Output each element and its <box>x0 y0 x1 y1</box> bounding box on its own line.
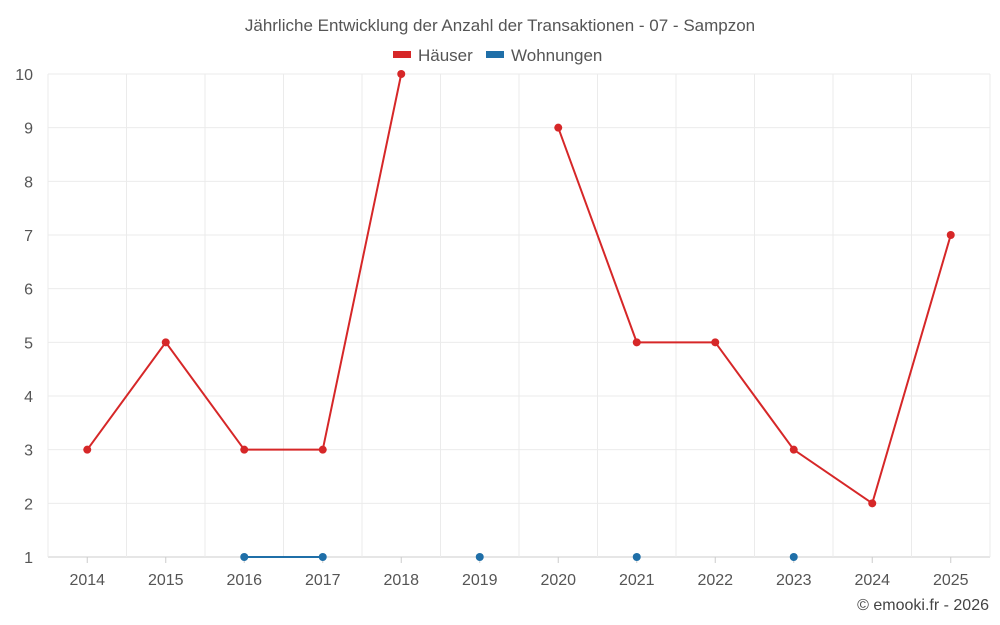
x-tick-label: 2024 <box>854 572 890 589</box>
y-tick-label: 4 <box>24 389 33 406</box>
y-tick-label: 10 <box>15 67 33 84</box>
data-point <box>240 445 249 454</box>
y-tick-label: 9 <box>24 121 33 138</box>
legend-label: Häuser <box>418 46 473 65</box>
data-point <box>318 445 327 454</box>
data-point <box>946 231 955 239</box>
x-tick-label: 2016 <box>226 572 262 589</box>
y-tick-label: 6 <box>24 282 33 299</box>
legend-swatch <box>393 51 411 58</box>
legend: Häuser Wohnungen <box>393 46 602 65</box>
y-tick-label: 2 <box>24 496 33 513</box>
legend-swatch <box>486 51 504 58</box>
data-point <box>711 338 720 347</box>
y-tick-label: 5 <box>24 335 33 352</box>
data-point <box>240 553 249 561</box>
data-point <box>397 70 406 78</box>
x-tick-label: 2019 <box>462 572 498 589</box>
x-tick-label: 2015 <box>148 572 184 589</box>
data-point <box>789 445 798 454</box>
x-tick-label: 2018 <box>383 572 419 589</box>
series-wohnungen <box>240 553 798 561</box>
data-point <box>318 553 327 561</box>
x-tick-label: 2014 <box>69 572 105 589</box>
data-point <box>868 499 877 508</box>
axes: 1 2 3 4 5 6 7 8 9 10 2014 2015 2016 2017 2018 2019 2020 2… <box>15 67 968 589</box>
x-tick-label: 2020 <box>540 572 576 589</box>
credit: © emooki.fr - 2026 <box>857 597 989 614</box>
data-point <box>632 338 641 347</box>
series-line <box>86 73 403 451</box>
data-point <box>789 553 798 561</box>
data-point <box>475 553 484 561</box>
x-tick-label: 2022 <box>697 572 733 589</box>
chart-title: Jährliche Entwicklung der Anzahl der Tra… <box>245 16 755 35</box>
x-tick-label: 2023 <box>776 572 812 589</box>
y-tick-label: 7 <box>24 228 33 245</box>
data-point <box>161 338 170 347</box>
legend-label: Wohnungen <box>511 46 602 65</box>
data-point <box>632 553 641 561</box>
grid <box>47 73 991 558</box>
x-tick-label: 2021 <box>619 572 655 589</box>
x-tick-label: 2025 <box>933 572 969 589</box>
y-tick-label: 8 <box>24 174 33 191</box>
series-häuser <box>83 70 955 508</box>
series <box>83 70 955 561</box>
data-point <box>83 445 92 454</box>
series-line <box>557 127 952 505</box>
data-point <box>554 123 563 132</box>
y-tick-label: 1 <box>24 550 33 567</box>
x-tick-label: 2017 <box>305 572 341 589</box>
y-tick-label: 3 <box>24 443 33 460</box>
